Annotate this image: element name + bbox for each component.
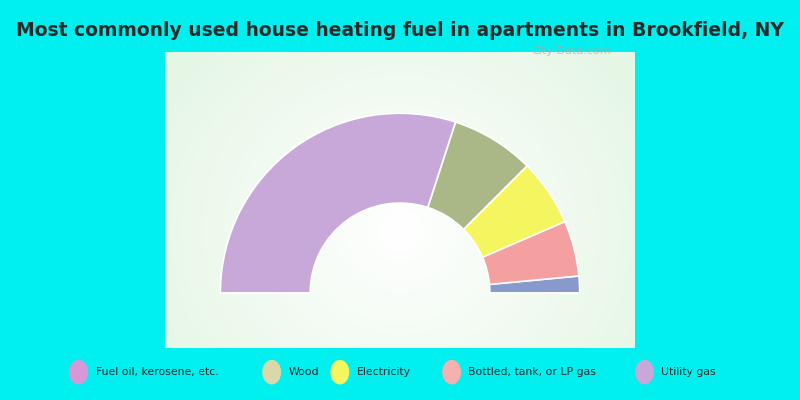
- Wedge shape: [220, 113, 455, 293]
- Ellipse shape: [443, 360, 461, 384]
- Text: Bottled, tank, or LP gas: Bottled, tank, or LP gas: [469, 367, 596, 377]
- Wedge shape: [490, 276, 580, 293]
- Ellipse shape: [263, 360, 281, 384]
- Ellipse shape: [636, 360, 654, 384]
- Ellipse shape: [70, 360, 87, 384]
- Text: Most commonly used house heating fuel in apartments in Brookfield, NY: Most commonly used house heating fuel in…: [16, 21, 784, 40]
- Text: Fuel oil, kerosene, etc.: Fuel oil, kerosene, etc.: [95, 367, 218, 377]
- Wedge shape: [463, 166, 565, 257]
- Text: City-Data.com: City-Data.com: [532, 46, 611, 56]
- Wedge shape: [482, 222, 579, 284]
- Text: Wood: Wood: [289, 367, 319, 377]
- Text: Utility gas: Utility gas: [662, 367, 716, 377]
- Ellipse shape: [331, 360, 349, 384]
- Wedge shape: [428, 122, 527, 229]
- Text: Electricity: Electricity: [357, 367, 410, 377]
